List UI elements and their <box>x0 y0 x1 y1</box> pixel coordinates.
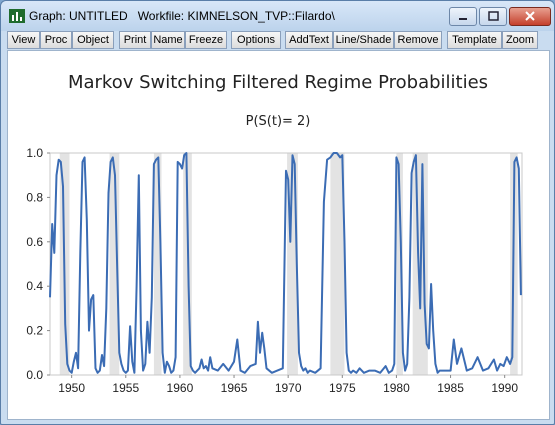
object-button[interactable]: Object <box>72 31 114 49</box>
y-tick-label: 0.0 <box>26 368 43 382</box>
x-tick-label: 1985 <box>437 381 464 395</box>
minimize-icon <box>459 18 467 20</box>
remove-button[interactable]: Remove <box>394 31 442 49</box>
close-icon <box>525 11 535 21</box>
addtext-button[interactable]: AddText <box>285 31 333 49</box>
close-button[interactable] <box>509 7 551 26</box>
window-title: Graph: UNTITLED Workfile: KIMNELSON_TVP:… <box>29 9 335 23</box>
maximize-icon <box>488 11 499 21</box>
y-tick-label: 0.8 <box>26 190 43 204</box>
y-tick-label: 0.6 <box>26 235 43 249</box>
zoom-button[interactable]: Zoom <box>502 31 538 49</box>
regime-probability-chart: 0.0 0.2 0.4 0.6 0.8 1.0 1950 1955 1960 1965 1970 19… <box>26 72 523 395</box>
x-tick-label: 1965 <box>221 381 248 395</box>
shaded-period <box>396 153 403 375</box>
line-shade-button[interactable]: Line/Shade <box>333 31 394 49</box>
x-tick-label: 1955 <box>112 381 139 395</box>
shaded-period <box>330 153 345 375</box>
freeze-button[interactable]: Freeze <box>185 31 227 49</box>
title-bar[interactable]: Graph: UNTITLED Workfile: KIMNELSON_TVP:… <box>1 1 554 31</box>
shaded-period <box>287 153 298 375</box>
x-tick-label: 1950 <box>58 381 85 395</box>
chart-title: Markov Switching Filtered Regime Probabi… <box>68 72 488 93</box>
graph-app-icon <box>9 9 25 23</box>
minimize-button[interactable] <box>449 7 477 26</box>
chart-subtitle: P(S(t)= 2) <box>246 114 311 129</box>
template-button[interactable]: Template <box>447 31 502 49</box>
shaded-period <box>109 153 120 375</box>
print-button[interactable]: Print <box>119 31 151 49</box>
x-tick-label: 1960 <box>167 381 194 395</box>
maximize-button[interactable] <box>479 7 507 26</box>
x-tick-label: 1990 <box>491 381 518 395</box>
graph-area: 0.0 0.2 0.4 0.6 0.8 1.0 1950 1955 1960 1965 1970 19… <box>7 50 550 420</box>
y-tick-label: 0.2 <box>26 324 43 338</box>
y-tick-label: 1.0 <box>26 146 43 160</box>
shaded-period <box>153 153 162 375</box>
series-line-p-s2 <box>49 152 522 374</box>
x-tick-label: 1980 <box>383 381 410 395</box>
x-tick-label: 1970 <box>275 381 302 395</box>
x-tick-label: 1975 <box>329 381 356 395</box>
graph-toolbar: View Proc Object Print Name Freeze Optio… <box>7 31 548 49</box>
y-tick-label: 0.4 <box>26 279 43 293</box>
view-button[interactable]: View <box>7 31 40 49</box>
proc-button[interactable]: Proc <box>40 31 72 49</box>
name-button[interactable]: Name <box>151 31 185 49</box>
options-button[interactable]: Options <box>231 31 281 49</box>
